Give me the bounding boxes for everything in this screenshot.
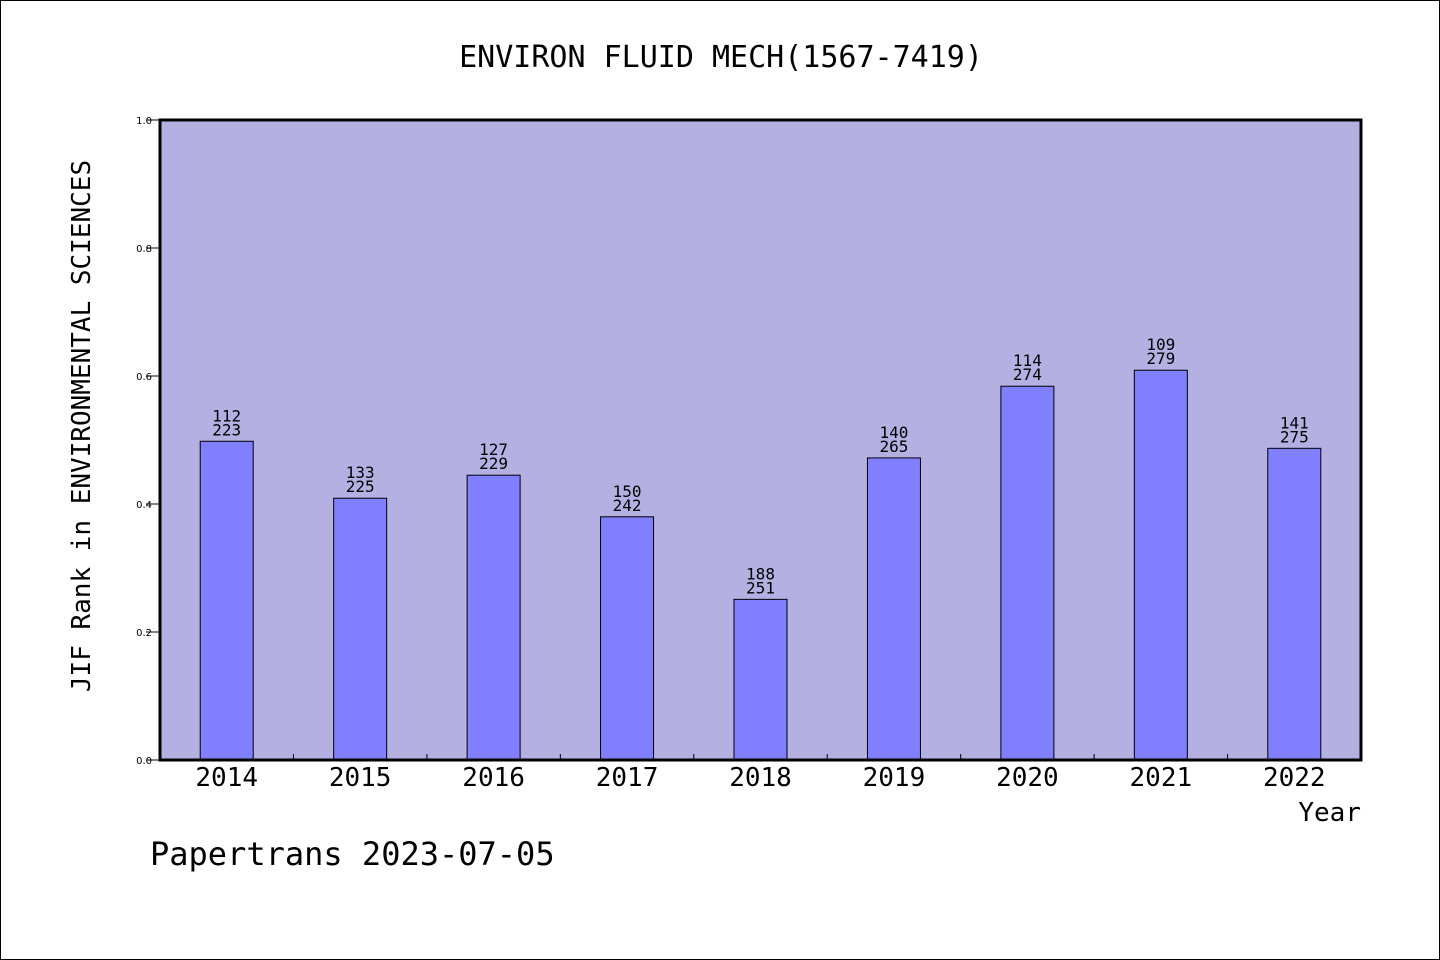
bar [600,516,655,761]
x-tick-label: 2016 [462,763,525,793]
bar-rank-label: 127 [479,440,508,459]
bar-total-label: 274 [1013,365,1042,384]
bar [1267,447,1322,761]
y-tick-label: 0.4 [136,500,152,511]
bar [866,457,921,761]
x-tick-label: 2019 [863,763,926,793]
bars-layer: 1122231332251272291502421882511402651142… [199,335,1322,761]
bar-total-label: 275 [1280,427,1309,446]
x-tick-label: 2014 [195,763,258,793]
bar-total-label: 225 [346,477,375,496]
x-tick-label: 2018 [729,763,792,793]
bar-total-label: 242 [613,496,642,515]
y-axis-label: JIF Rank in ENVIRONMENTAL SCIENCES [67,160,97,692]
x-axis-label: Year [1298,798,1361,828]
bar-rank-label: 188 [746,564,775,583]
bar-rank-label: 133 [346,463,375,482]
bar-total-label: 229 [479,454,508,473]
bar-rank-label: 114 [1013,351,1042,370]
bar-total-label: 223 [212,420,241,439]
bar-rank-label: 112 [212,406,241,425]
bar-total-label: 265 [879,437,908,456]
x-tick-label: 2017 [596,763,659,793]
bar [1133,369,1188,761]
bar [733,598,788,761]
bar-rank-label: 150 [613,482,642,501]
x-tick-label: 2022 [1263,763,1326,793]
x-tick-label: 2021 [1130,763,1193,793]
bar [466,474,521,761]
bar [199,440,254,761]
bar-rank-label: 109 [1146,335,1175,354]
bar-rank-label: 140 [879,423,908,442]
x-tick-label: 2020 [996,763,1059,793]
bar-total-label: 279 [1146,349,1175,368]
y-tick-label: 0.2 [136,628,152,639]
x-tick-label: 2015 [329,763,392,793]
y-tick-label: 1.0 [136,116,152,127]
footer-source-date: Papertrans 2023-07-05 [150,835,555,873]
bar-total-label: 251 [746,578,775,597]
bar [1000,385,1055,761]
y-tick-label: 0.0 [136,756,152,767]
ticks-layer: 2014 2015 2016 2017 2018 2019 2020 2021 2022 0.0 0… [136,116,1325,793]
chart-title: ENVIRON FLUID MECH(1567-7419) [459,40,983,75]
y-tick-label: 0.8 [136,244,152,255]
y-tick-label: 0.6 [136,372,152,383]
bar-rank-label: 141 [1280,413,1309,432]
plot-border [158,118,1363,762]
bar [333,497,388,761]
